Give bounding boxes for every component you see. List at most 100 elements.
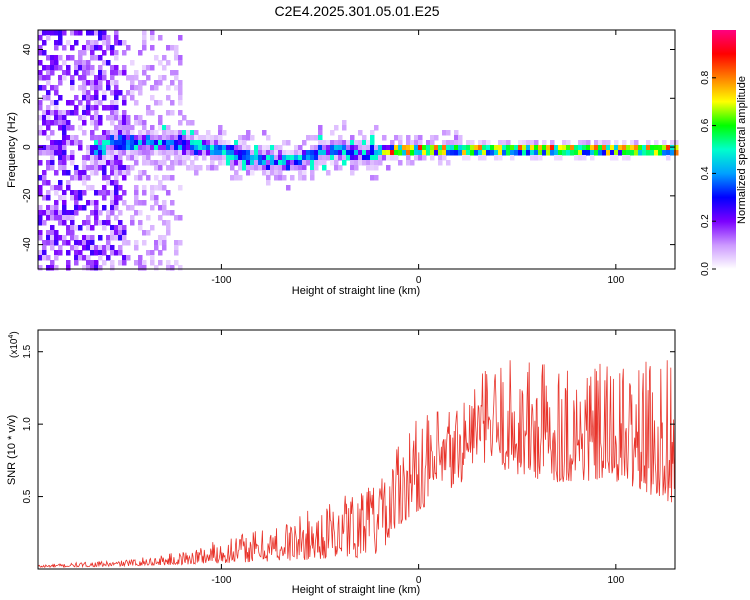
spectrogram-cell bbox=[506, 150, 511, 156]
spectrogram-cell bbox=[258, 145, 263, 151]
spectrogram-cell bbox=[66, 135, 71, 141]
spectrogram-cell bbox=[186, 140, 191, 146]
spectrogram-cell bbox=[178, 150, 183, 156]
spectrogram-cell bbox=[66, 110, 71, 116]
spectrogram-cell bbox=[366, 150, 371, 156]
spectrogram-cell bbox=[66, 55, 71, 61]
spectrogram-cell bbox=[114, 40, 119, 46]
spectrogram-cell bbox=[610, 150, 615, 156]
spectrogram-cell bbox=[130, 165, 135, 171]
spectrogram-cell bbox=[242, 165, 247, 171]
spectrogram-cell bbox=[38, 235, 43, 241]
spectrogram-cell bbox=[278, 155, 283, 161]
spectrogram-cell bbox=[570, 145, 575, 151]
spectrogram-cell bbox=[502, 140, 507, 146]
spectrogram-cell bbox=[46, 120, 51, 126]
spectrogram-cell bbox=[54, 85, 59, 91]
spectrogram-cell bbox=[306, 155, 311, 161]
spectrogram-cell bbox=[590, 145, 595, 151]
spectrogram-cell bbox=[222, 140, 227, 146]
spectrogram-cell bbox=[62, 220, 67, 226]
spectrogram-cell bbox=[290, 160, 295, 166]
spectrogram-cell bbox=[130, 135, 135, 141]
spectrogram-cell bbox=[542, 145, 547, 151]
spectrogram-cell bbox=[522, 140, 527, 146]
spectrogram-cell bbox=[82, 245, 87, 251]
spectrogram-cell bbox=[310, 165, 315, 171]
spectrogram-cell bbox=[114, 65, 119, 71]
spectrogram-cell bbox=[94, 40, 99, 46]
spectrogram-cell bbox=[170, 145, 175, 151]
spectrogram-cell bbox=[626, 145, 631, 151]
spectrogram-cell bbox=[98, 250, 103, 256]
spectrogram-cell bbox=[486, 140, 491, 146]
spectrogram-cell bbox=[286, 155, 291, 161]
spectrogram-cell bbox=[126, 135, 131, 141]
spectrogram-cell bbox=[114, 175, 119, 181]
spectrogram-cell bbox=[46, 30, 51, 36]
spectrogram-cell bbox=[278, 150, 283, 156]
spectrogram-cell bbox=[114, 85, 119, 91]
spectrogram-cell bbox=[94, 170, 99, 176]
spectrogram-cell bbox=[486, 150, 491, 156]
spectrogram-cell bbox=[662, 145, 667, 151]
spectrogram-cell bbox=[242, 150, 247, 156]
spectrogram-cell bbox=[618, 150, 623, 156]
snr-x-tick-label: 100 bbox=[607, 575, 624, 586]
spectrogram-cell bbox=[274, 145, 279, 151]
spectrogram-cell bbox=[154, 150, 159, 156]
spectrogram-cell bbox=[118, 230, 123, 236]
spectrogram-cell bbox=[74, 250, 79, 256]
spectrogram-cell bbox=[534, 155, 539, 161]
spectrogram-cell bbox=[278, 165, 283, 171]
spectrogram-cell bbox=[430, 155, 435, 161]
spectrogram-cell bbox=[102, 30, 107, 36]
spectrogram-cell bbox=[178, 60, 183, 66]
spectrogram-cell bbox=[470, 140, 475, 146]
spectrogram-cell bbox=[114, 235, 119, 241]
spectrogram-cell bbox=[398, 150, 403, 156]
spectrogram-cell bbox=[602, 150, 607, 156]
spectrogram-cell bbox=[94, 190, 99, 196]
spectrogram-cell bbox=[62, 30, 67, 36]
spectrogram-cell bbox=[94, 220, 99, 226]
spectrogram-cell bbox=[186, 120, 191, 126]
spectrogram-cell bbox=[82, 45, 87, 51]
spectrogram-cell bbox=[434, 150, 439, 156]
spectrogram-cell bbox=[38, 145, 43, 151]
snr-y-ticks: 0.5 1.0 1.5 bbox=[22, 344, 675, 504]
spectrogram-cell bbox=[358, 140, 363, 146]
spectrogram-cell bbox=[122, 130, 127, 136]
spectrogram-cell bbox=[582, 145, 587, 151]
spectrogram-cell bbox=[54, 40, 59, 46]
spectrogram-cell bbox=[158, 235, 163, 241]
spectrogram-cell bbox=[154, 80, 159, 86]
spectrogram-cell bbox=[362, 155, 367, 161]
spectrogram-cell bbox=[134, 100, 139, 106]
spectrogram-cell bbox=[38, 130, 43, 136]
spectrogram-cell bbox=[70, 140, 75, 146]
spectrogram-cell bbox=[286, 160, 291, 166]
spectrogram-cell bbox=[90, 155, 95, 161]
spectrogram-cell bbox=[114, 95, 119, 101]
spectrogram-cell bbox=[298, 175, 303, 181]
spectrogram-cell bbox=[150, 65, 155, 71]
spectrogram-cell bbox=[554, 150, 559, 156]
spectrogram-cell bbox=[70, 55, 75, 61]
spectrogram-cell bbox=[294, 155, 299, 161]
spectrogram-cell bbox=[86, 110, 91, 116]
spectrogram-cell bbox=[138, 210, 143, 216]
spectrogram-cell bbox=[94, 215, 99, 221]
spectrogram-cell bbox=[666, 145, 671, 151]
spectrogram-cell bbox=[38, 175, 43, 181]
spectrogram-cell bbox=[58, 145, 63, 151]
spectrogram-cell bbox=[234, 140, 239, 146]
spectrogram-cell bbox=[62, 145, 67, 151]
spectrogram-cell bbox=[170, 70, 175, 76]
spectrogram-cell bbox=[42, 130, 47, 136]
spectrogram-cell bbox=[466, 140, 471, 146]
spectrogram-cell bbox=[114, 80, 119, 86]
spectrogram-cell bbox=[110, 90, 115, 96]
spectrogram-cell bbox=[566, 145, 571, 151]
spectrogram-cell bbox=[130, 220, 135, 226]
